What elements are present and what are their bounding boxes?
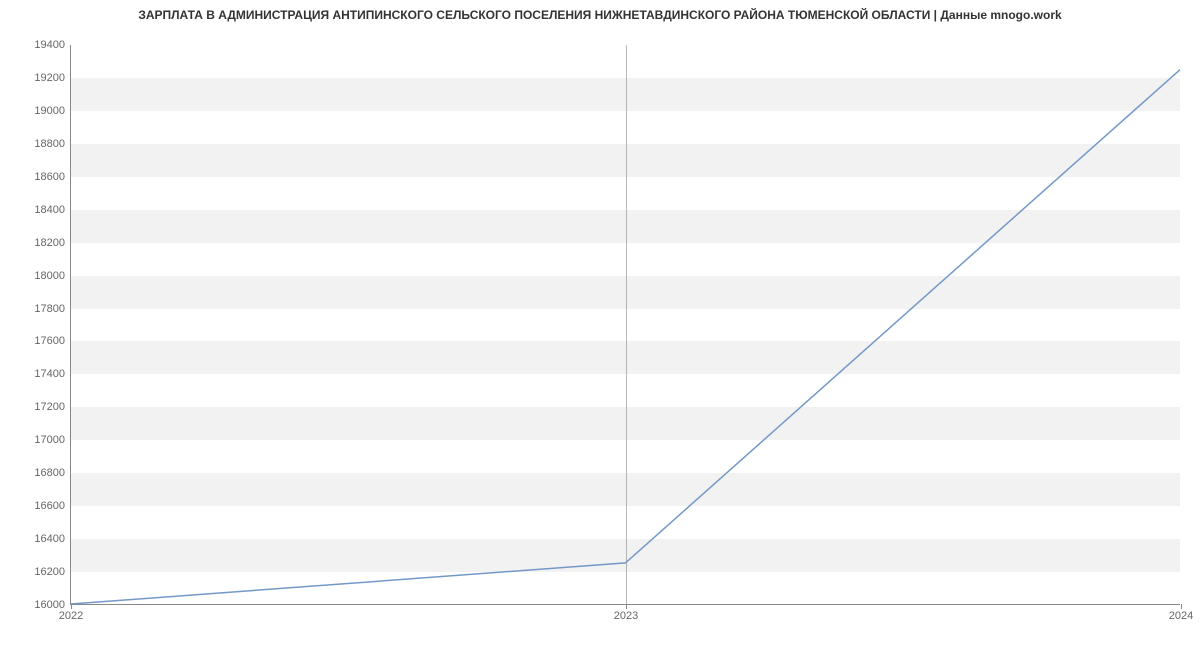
series-line xyxy=(71,45,1180,604)
x-tick-label: 2023 xyxy=(614,610,638,622)
x-tick-mark xyxy=(71,604,72,609)
y-tick-label: 18200 xyxy=(34,237,65,249)
y-tick-label: 19000 xyxy=(34,105,65,117)
y-tick-label: 17200 xyxy=(34,401,65,413)
y-tick-label: 16200 xyxy=(34,566,65,578)
y-tick-label: 18600 xyxy=(34,171,65,183)
x-tick-mark xyxy=(626,604,627,609)
y-tick-label: 17000 xyxy=(34,434,65,446)
plot-area: 1600016200164001660016800170001720017400… xyxy=(70,45,1180,605)
y-tick-label: 18800 xyxy=(34,138,65,150)
y-tick-label: 16600 xyxy=(34,500,65,512)
y-tick-label: 18400 xyxy=(34,204,65,216)
y-tick-label: 17800 xyxy=(34,303,65,315)
x-tick-label: 2022 xyxy=(59,610,83,622)
y-tick-label: 18000 xyxy=(34,270,65,282)
y-tick-label: 17400 xyxy=(34,368,65,380)
y-tick-label: 17600 xyxy=(34,335,65,347)
y-tick-label: 19200 xyxy=(34,72,65,84)
x-tick-mark xyxy=(1181,604,1182,609)
y-tick-label: 19400 xyxy=(34,39,65,51)
y-tick-label: 16800 xyxy=(34,467,65,479)
chart-title: ЗАРПЛАТА В АДМИНИСТРАЦИЯ АНТИПИНСКОГО СЕ… xyxy=(0,8,1200,22)
y-tick-label: 16400 xyxy=(34,533,65,545)
x-tick-label: 2024 xyxy=(1169,610,1193,622)
